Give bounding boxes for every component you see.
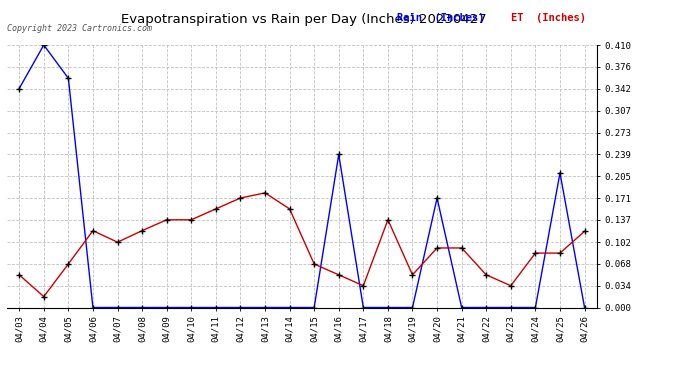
Text: ET  (Inches): ET (Inches)	[511, 13, 586, 23]
Text: Copyright 2023 Cartronics.com: Copyright 2023 Cartronics.com	[7, 24, 152, 33]
Text: Rain  (Inches): Rain (Inches)	[397, 13, 484, 23]
Text: Evapotranspiration vs Rain per Day (Inches) 20230427: Evapotranspiration vs Rain per Day (Inch…	[121, 13, 486, 26]
